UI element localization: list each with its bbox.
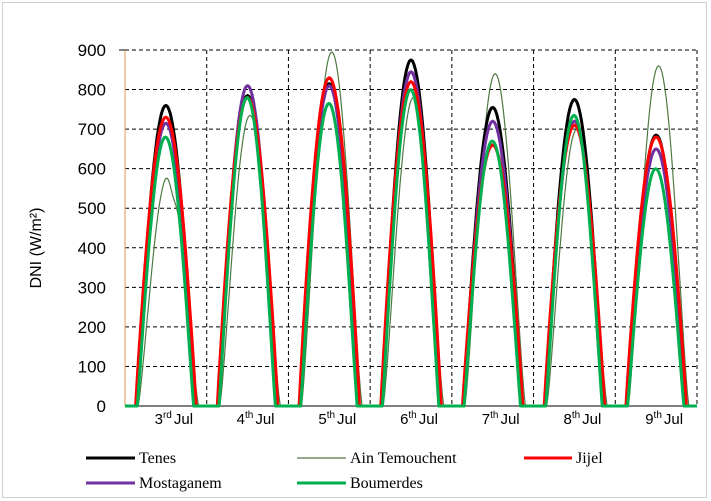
legend-label: Mostaganem [139, 475, 222, 492]
y-tick-label: 0 [97, 397, 106, 416]
series-line-mostaganem [125, 70, 697, 408]
y-tick-label: 600 [78, 160, 106, 179]
y-tick-labels: 0 100 200 300 400 500 600 700 800 900 [78, 41, 106, 416]
y-tick-label: 800 [78, 81, 106, 100]
legend-label: Tenes [139, 450, 176, 467]
series-line-jijel [125, 76, 697, 408]
series-line-ain-temouchent [125, 51, 697, 407]
y-tick-label: 200 [78, 318, 106, 337]
y-tick-label: 500 [78, 199, 106, 218]
y-tick-label: 900 [78, 41, 106, 60]
legend-label: Boumerdes [350, 475, 423, 492]
x-tick-label: 8th Jul [563, 410, 601, 428]
y-tick-label: 700 [78, 120, 106, 139]
legend-label: Ain Temouchent [350, 450, 457, 467]
x-tick-label: 6th Jul [400, 410, 438, 428]
legend: Tenes Ain Temouchent Jijel Mostaganem Boumer… [86, 450, 603, 492]
y-axis-label: DNI (W/m²) [28, 208, 45, 289]
legend-label: Jijel [576, 450, 603, 467]
x-category-labels: 3rd Jul 4th Jul 5th Jul 6th Jul 7th Jul 8th Jul 9th J… [155, 410, 683, 428]
series-lines [125, 51, 697, 408]
x-tick-label: 9th Jul [645, 410, 683, 428]
x-tick-label: 4th Jul [237, 410, 275, 428]
y-tick-label: 300 [78, 278, 106, 297]
x-tick-label: 7th Jul [482, 410, 520, 428]
x-tick-label: 5th Jul [318, 410, 356, 428]
grid [119, 49, 698, 407]
series-line-boumerdes [125, 88, 697, 408]
y-tick-label: 400 [78, 239, 106, 258]
x-tick-label: 3rd Jul [155, 410, 193, 428]
series-line-tenes [125, 58, 697, 408]
y-tick-label: 100 [78, 357, 106, 376]
